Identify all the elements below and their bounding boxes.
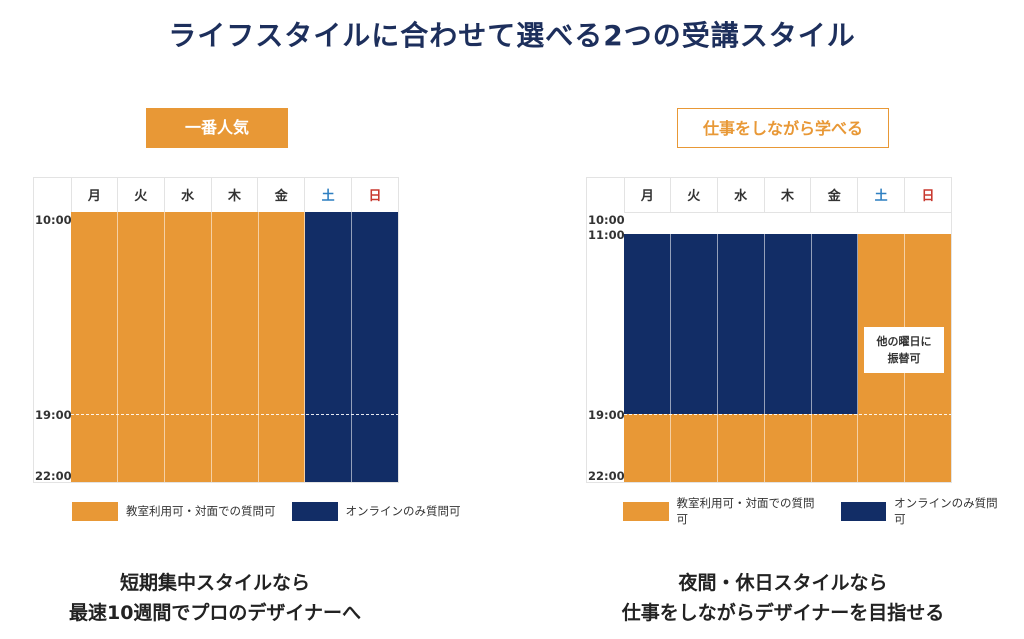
block-fri-classroom bbox=[812, 414, 858, 483]
block-tue-classroom bbox=[118, 212, 165, 483]
legend-classroom-label: 教室利用可・対面での質問可 bbox=[126, 504, 276, 518]
day-tue: 火 bbox=[671, 177, 718, 212]
left-caption-line2: 最速10週間でプロのデザイナーへ bbox=[68, 602, 362, 624]
right-caption-line1: 夜間・休日スタイルなら bbox=[678, 572, 888, 594]
block-wed-classroom bbox=[165, 212, 212, 483]
block-mon-classroom bbox=[71, 212, 118, 483]
legend-online: オンラインのみ質問可 bbox=[840, 495, 1008, 527]
legend-swatch-orange bbox=[623, 501, 669, 521]
transfer-note: 他の曜日に 振替可 bbox=[864, 327, 944, 373]
legend-swatch-navy bbox=[291, 501, 338, 521]
right-legend: 教室利用可・対面での質問可 オンラインのみ質問可 bbox=[623, 496, 1024, 526]
block-fri-classroom bbox=[259, 212, 305, 483]
time-label-start: 10:00 bbox=[588, 213, 625, 227]
day-tue: 火 bbox=[118, 177, 165, 212]
day-wed: 水 bbox=[718, 177, 765, 212]
day-mon: 月 bbox=[624, 177, 671, 212]
block-fri-online bbox=[812, 234, 858, 414]
legend-online: オンラインのみ質問可 bbox=[291, 501, 461, 521]
day-thu: 木 bbox=[765, 177, 812, 212]
schedule-blocks bbox=[71, 212, 399, 483]
day-header-row: 月 火 水 木 金 土 日 bbox=[624, 177, 952, 212]
time-label-second: 11:00 bbox=[588, 228, 625, 242]
dashed-line-19 bbox=[624, 414, 952, 415]
day-thu: 木 bbox=[212, 177, 259, 212]
block-thu-classroom bbox=[212, 212, 259, 483]
time-label-end: 22:00 bbox=[588, 469, 625, 483]
right-caption: 夜間・休日スタイルなら 仕事をしながらデザイナーを目指せる bbox=[533, 568, 1024, 628]
day-sat: 土 bbox=[305, 177, 353, 212]
transfer-note-line2: 振替可 bbox=[887, 352, 921, 365]
legend-classroom: 教室利用可・対面での質問可 bbox=[623, 495, 825, 527]
block-mon-classroom bbox=[624, 414, 671, 483]
time-label-end: 22:00 bbox=[35, 469, 72, 483]
block-wed-online bbox=[718, 234, 765, 414]
day-sat: 土 bbox=[858, 177, 906, 212]
block-tue-online bbox=[671, 234, 718, 414]
header-divider bbox=[624, 212, 952, 213]
legend-swatch-navy bbox=[840, 501, 887, 521]
time-label-mid: 19:00 bbox=[588, 408, 625, 422]
legend-online-label: オンラインのみ質問可 bbox=[894, 496, 998, 526]
legend-classroom: 教室利用可・対面での質問可 bbox=[72, 501, 276, 521]
day-mon: 月 bbox=[71, 177, 118, 212]
popular-badge: 一番人気 bbox=[146, 108, 288, 148]
block-mon-online bbox=[624, 234, 671, 414]
block-thu-online bbox=[765, 234, 812, 414]
time-label-start: 10:00 bbox=[35, 213, 72, 227]
day-fri: 金 bbox=[258, 177, 306, 212]
block-tue-classroom bbox=[671, 414, 718, 483]
intensive-schedule-grid: 月 火 水 木 金 土 日 10:00 19:00 22:00 bbox=[33, 177, 399, 483]
dashed-line-19 bbox=[71, 414, 399, 415]
right-caption-line2: 仕事をしながらデザイナーを目指せる bbox=[621, 602, 945, 624]
block-sun-online bbox=[352, 212, 399, 483]
legend-online-label: オンラインのみ質問可 bbox=[345, 504, 461, 518]
left-legend: 教室利用可・対面での質問可 オンラインのみ質問可 bbox=[72, 501, 477, 521]
block-sat-online bbox=[305, 212, 352, 483]
day-header-row: 月 火 水 木 金 土 日 bbox=[71, 177, 399, 212]
transfer-note-line1: 他の曜日に bbox=[876, 335, 932, 348]
left-caption: 短期集中スタイルなら 最速10週間でプロのデザイナーへ bbox=[0, 568, 465, 628]
block-thu-classroom bbox=[765, 414, 812, 483]
time-label-mid: 19:00 bbox=[35, 408, 72, 422]
work-study-badge: 仕事をしながら学べる bbox=[677, 108, 889, 148]
day-sun: 日 bbox=[905, 177, 952, 212]
legend-swatch-orange bbox=[72, 501, 118, 521]
legend-classroom-label: 教室利用可・対面での質問可 bbox=[676, 496, 815, 526]
page-title: ライフスタイルに合わせて選べる2つの受講スタイル bbox=[168, 19, 856, 52]
day-wed: 水 bbox=[165, 177, 212, 212]
block-wed-classroom bbox=[718, 414, 765, 483]
evening-schedule-grid: 月 火 水 木 金 土 日 10:00 11:00 19:00 22:00 他の… bbox=[586, 177, 952, 483]
left-caption-line1: 短期集中スタイルなら bbox=[119, 572, 310, 594]
day-sun: 日 bbox=[352, 177, 399, 212]
day-fri: 金 bbox=[811, 177, 859, 212]
